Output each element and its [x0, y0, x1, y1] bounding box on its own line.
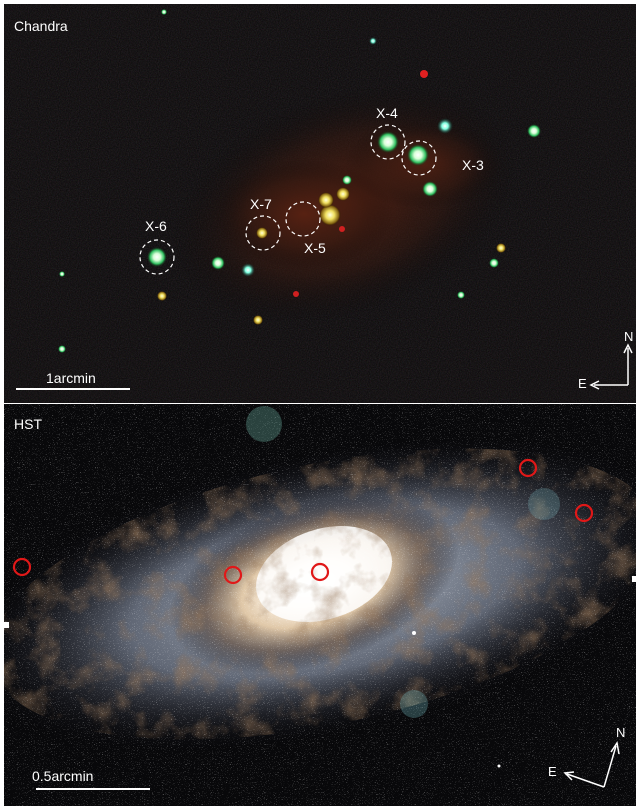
- east-arrow: [566, 773, 605, 788]
- chandra-compass-east-label: E: [578, 376, 587, 391]
- hst-marker-x5: [310, 562, 330, 582]
- hst-marker-x7: [223, 565, 243, 585]
- hst-optical-image-panel: HST 0.5arcmin N E: [4, 404, 636, 806]
- xray-source-x5: [319, 204, 341, 226]
- x3-marker-circle: [401, 140, 437, 176]
- chandra-compass-north-label: N: [624, 329, 634, 344]
- chandra-scale-label: 1arcmin: [46, 370, 96, 386]
- chandra-panel-label: Chandra: [14, 18, 68, 34]
- source-label-x7: X-7: [250, 196, 272, 212]
- source-label-x5: X-5: [304, 240, 326, 256]
- x4-marker-circle: [370, 124, 406, 160]
- source-label-x3: X-3: [462, 157, 484, 173]
- hst-optical-image: [4, 404, 636, 806]
- xray-source-x7: [256, 227, 268, 239]
- chandra-xray-image: [4, 4, 636, 403]
- xray-source-x4: [377, 131, 399, 153]
- hst-marker-x3: [574, 503, 594, 523]
- source-label-x6: X-6: [145, 218, 167, 234]
- hst-marker-x6: [12, 557, 32, 577]
- chandra-scale-bar: [16, 388, 130, 390]
- xray-source-x3: [407, 144, 429, 166]
- hst-compass-north-label: N: [616, 725, 626, 740]
- x6-marker-circle: [139, 239, 175, 275]
- chandra-xray-image-panel: Chandra X-4 X-3 X-7 X-5 X-6 1arcmin N E: [4, 4, 636, 403]
- hst-marker-x4: [518, 458, 538, 478]
- hst-scale-label: 0.5arcmin: [32, 768, 94, 784]
- source-label-x4: X-4: [376, 105, 398, 121]
- hst-scale-bar: [36, 788, 150, 790]
- hst-panel-label: HST: [14, 416, 42, 432]
- xray-source-x6: [147, 247, 167, 267]
- x7-marker-circle: [245, 215, 281, 251]
- north-arrow: [603, 745, 617, 788]
- x5-marker-circle: [285, 201, 321, 237]
- hst-compass-east-label: E: [548, 764, 557, 779]
